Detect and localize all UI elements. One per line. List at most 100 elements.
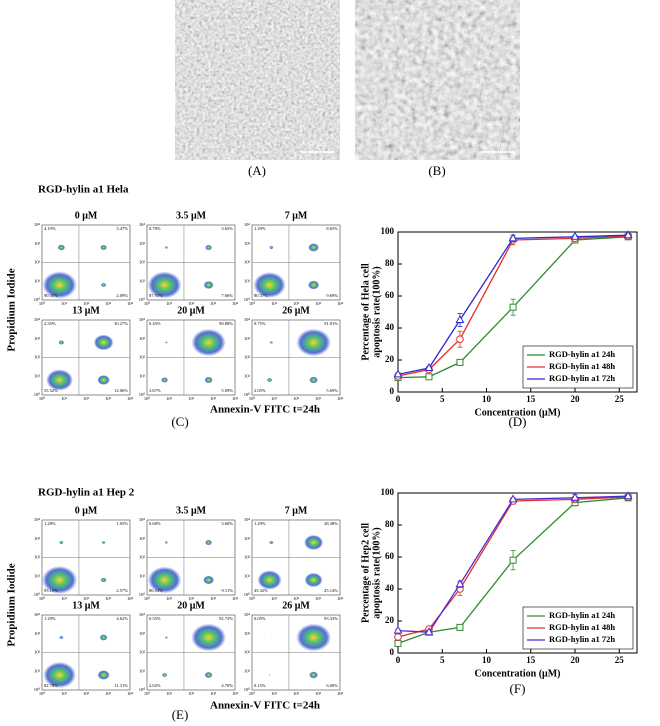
legend-label: RGD-hylin a1 24h (549, 610, 615, 620)
quadrant-label: 80.37% (254, 293, 268, 298)
cell-density (42, 565, 78, 595)
plot-frame (397, 492, 638, 654)
cell-density (42, 271, 77, 299)
flow-tick-label: 10¹ (61, 396, 68, 401)
series-line (397, 236, 629, 379)
flow-tick-label: 10⁴ (34, 317, 41, 322)
flow-tick-label: 10⁴ (127, 596, 134, 601)
y-tick-label: 0 (390, 386, 395, 396)
cell-density (204, 376, 213, 384)
flow-tick-label: 10¹ (34, 668, 41, 673)
marker (456, 335, 464, 344)
flow-tick-label: 10² (34, 260, 41, 265)
flow-title: RGD-hylin a1 Hep 2 (38, 487, 135, 499)
cell-density (269, 540, 274, 545)
cell-density (204, 671, 213, 679)
quadrant-label: 55.52% (44, 388, 58, 393)
flow-tick-label: 10³ (34, 631, 41, 636)
panel-label: (F) (510, 681, 526, 696)
y-tick-label: 100 (381, 226, 395, 236)
x-tick-label: 20 (571, 655, 581, 665)
flow-tick-label: 10¹ (244, 573, 251, 578)
quadrant-label: 92.73% (219, 616, 233, 621)
quadrant-label: 0.55% (149, 616, 161, 621)
cell-density (269, 245, 274, 250)
quadrant-label: 9.69% (326, 293, 338, 298)
flow-tick-label: 10⁴ (232, 396, 239, 401)
flow-tick-label: 10⁰ (39, 301, 46, 306)
flow-tick-label: 10⁴ (337, 596, 344, 601)
concentration: 0 μM (75, 505, 98, 516)
marker (424, 362, 434, 371)
x-tick-label: 15 (526, 394, 536, 404)
flow-tick-label: 10⁰ (139, 297, 146, 302)
flow-tick-label: 10⁰ (34, 687, 41, 692)
panel-label: (C) (171, 414, 188, 429)
y-tick-label: 60 (385, 290, 395, 300)
series-line (397, 495, 629, 633)
quadrant-label: 45.32% (254, 588, 268, 593)
series-line (397, 496, 629, 638)
marker (623, 491, 633, 500)
flow-tick-label: 10³ (139, 536, 146, 541)
cell-density (257, 570, 282, 590)
x-tick-label: 10 (482, 655, 492, 665)
x-tick-label: 20 (571, 394, 581, 404)
flow-tick-label: 10² (83, 396, 90, 401)
legend-label: RGD-hylin a1 48h (549, 361, 615, 371)
flow-tick-label: 10³ (139, 336, 146, 341)
flow-tick-label: 10⁴ (139, 612, 146, 617)
flow-tick-label: 10¹ (244, 668, 251, 673)
y-tick-label: 80 (385, 519, 395, 529)
flow-tick-label: 10¹ (139, 373, 146, 378)
quadrant-label: 4.70% (221, 683, 233, 688)
flow-tick-label: 10³ (105, 691, 112, 696)
cell-density (296, 328, 331, 357)
quadrant-label: 2.05% (254, 388, 266, 393)
flow-tick-label: 10³ (244, 241, 251, 246)
flow-tick-label: 10³ (34, 536, 41, 541)
flow-tick-label: 10¹ (271, 301, 278, 306)
panel-label: (A) (248, 163, 266, 178)
x-tick-label: 15 (526, 655, 536, 665)
cell-density (164, 246, 168, 249)
flow-tick-label: 10⁰ (144, 596, 151, 601)
flow-tick-label: 10⁴ (34, 612, 41, 617)
quadrant-label: 1.29% (44, 616, 56, 621)
flow-tick-label: 10³ (105, 396, 112, 401)
quadrant-label: 91.81% (324, 321, 338, 326)
flow-tick-label: 10⁴ (232, 596, 239, 601)
flow-tick-label: 10² (83, 691, 90, 696)
quadrant-label: 0.05% (254, 616, 266, 621)
quadrant-label: 2.02% (149, 683, 161, 688)
cell-density (58, 340, 65, 345)
cell-density (165, 341, 168, 344)
series-line (397, 234, 629, 376)
cell-density (99, 634, 108, 641)
flow-tick-label: 10¹ (166, 691, 173, 696)
flow-tick-label: 10⁴ (244, 222, 251, 227)
x-tick-label: 5 (440, 655, 445, 665)
flow-x-label: Annexin-V FITC t=24h (210, 404, 320, 416)
flow-tick-label: 10¹ (166, 396, 173, 401)
quadrant-label: 87.93% (149, 293, 163, 298)
flow-tick-label: 10³ (139, 241, 146, 246)
micrograph (175, 0, 340, 160)
marker (508, 494, 518, 503)
flow-tick-label: 10⁰ (249, 596, 256, 601)
panel-label: (D) (508, 414, 526, 429)
flow-tick-label: 10² (188, 301, 195, 306)
marker (623, 230, 633, 239)
flow-tick-label: 10³ (210, 301, 217, 306)
quadrant-label: 1.05% (116, 521, 128, 526)
legend-label: RGD-hylin a1 24h (549, 349, 615, 359)
flow-tick-label: 10³ (315, 596, 322, 601)
quadrant-label: 5.69% (326, 388, 338, 393)
cell-density (309, 671, 319, 679)
quadrant-label: 30.27% (114, 321, 128, 326)
flow-tick-label: 10¹ (271, 691, 278, 696)
cell-density (205, 539, 213, 546)
legend-label: RGD-hylin a1 48h (549, 622, 615, 632)
cell-density (43, 661, 76, 689)
flow-tick-label: 10⁴ (337, 396, 344, 401)
